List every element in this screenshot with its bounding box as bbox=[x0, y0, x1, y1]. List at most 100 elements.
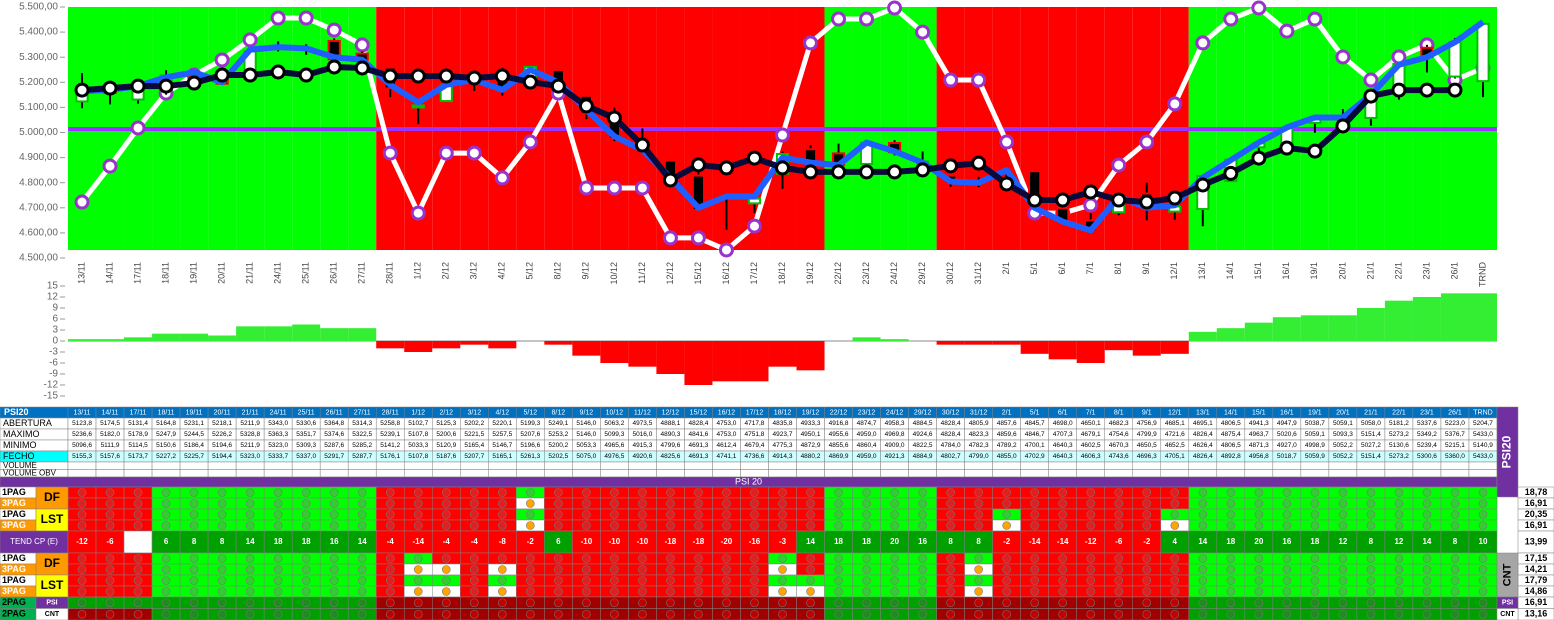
empty-cell bbox=[1216, 461, 1246, 470]
table-value: 5130,6 bbox=[1389, 442, 1409, 449]
empty-cell bbox=[796, 461, 825, 470]
status-dot bbox=[77, 521, 87, 530]
empty-cell bbox=[1076, 461, 1105, 470]
table-value: 4909,0 bbox=[885, 442, 905, 449]
status-dot bbox=[301, 510, 311, 519]
status-dot bbox=[301, 609, 311, 619]
x-tick-label: 27/11 bbox=[357, 262, 367, 284]
status-dot bbox=[441, 499, 451, 508]
table-value: 5020,6 bbox=[1277, 431, 1297, 438]
table-value: 5157,6 bbox=[100, 453, 120, 460]
status-dot bbox=[1338, 554, 1348, 563]
status-dot bbox=[694, 499, 703, 508]
x-tick-label: 6/1 bbox=[1057, 262, 1067, 275]
table-value: 5231,1 bbox=[184, 420, 204, 427]
date-label: 23/1 bbox=[1420, 409, 1434, 416]
status-dot bbox=[1282, 488, 1292, 497]
status-dot bbox=[245, 565, 255, 574]
status-dot bbox=[105, 488, 115, 497]
point bbox=[915, 162, 931, 178]
y-tick-label: 0 bbox=[52, 336, 58, 347]
tend-value: -14 bbox=[1057, 537, 1069, 546]
status-dot bbox=[217, 510, 227, 519]
row-label: 3PAG bbox=[2, 520, 26, 530]
table-value: 4741,1 bbox=[717, 453, 737, 460]
point bbox=[242, 32, 258, 48]
table-value: 4857,6 bbox=[997, 420, 1017, 427]
status-dot bbox=[806, 510, 815, 519]
row-label: MAXIMO bbox=[3, 429, 40, 439]
table-value: 4799,0 bbox=[969, 453, 989, 460]
point bbox=[1251, 0, 1267, 16]
empty-cell bbox=[291, 469, 321, 478]
status-dot bbox=[862, 576, 871, 585]
empty-cell bbox=[600, 469, 629, 478]
status-dot bbox=[385, 554, 395, 563]
y-tick-label: 4.900,00 bbox=[19, 152, 58, 163]
status-dot bbox=[694, 576, 703, 585]
bar bbox=[1244, 322, 1273, 341]
status-dot bbox=[778, 554, 787, 563]
table-value: 5063,2 bbox=[604, 420, 624, 427]
status-dot bbox=[385, 565, 395, 574]
y-tick-label: 4.800,00 bbox=[19, 177, 58, 188]
status-dot bbox=[1282, 521, 1292, 530]
status-dot bbox=[1142, 609, 1152, 619]
status-dot bbox=[554, 510, 563, 519]
status-dot bbox=[582, 587, 591, 596]
empty-cell bbox=[123, 461, 153, 470]
status-dot bbox=[1310, 587, 1320, 596]
status-dot bbox=[638, 488, 647, 497]
empty-cell bbox=[1384, 461, 1414, 470]
status-dot bbox=[918, 554, 927, 563]
status-dot bbox=[161, 587, 171, 596]
status-dot bbox=[554, 587, 563, 596]
status-dot bbox=[806, 598, 815, 608]
table-value: 5165,4 bbox=[464, 442, 484, 449]
point bbox=[887, 0, 903, 16]
bar bbox=[1440, 293, 1469, 341]
side-title-cell bbox=[1496, 406, 1519, 498]
status-dot bbox=[1422, 521, 1432, 530]
status-dot bbox=[1394, 609, 1404, 619]
table-value: 4640,3 bbox=[1053, 442, 1073, 449]
status-dot bbox=[946, 576, 955, 585]
status-dot bbox=[1114, 510, 1124, 519]
status-dot bbox=[133, 488, 143, 497]
date-label: 4/12 bbox=[495, 409, 509, 416]
status-dot bbox=[946, 565, 955, 574]
table-value: 4860,4 bbox=[857, 442, 877, 449]
status-dot bbox=[1114, 576, 1124, 585]
table-value: 5052,2 bbox=[1333, 442, 1353, 449]
point bbox=[1223, 165, 1239, 181]
date-label: 8/1 bbox=[1114, 409, 1124, 416]
row-label: FECHO bbox=[3, 451, 35, 461]
tend-value: 14 bbox=[1422, 537, 1431, 546]
empty-cell bbox=[1328, 469, 1358, 478]
x-tick-label: 26/11 bbox=[329, 262, 339, 284]
point bbox=[1139, 134, 1155, 150]
table-value: 5202,2 bbox=[464, 420, 484, 427]
x-tick-label: 10/12 bbox=[609, 262, 619, 285]
table-value: 4914,3 bbox=[773, 453, 793, 460]
status-dot bbox=[161, 521, 171, 530]
table-value: 5204,7 bbox=[1473, 420, 1493, 427]
status-dot bbox=[554, 565, 563, 574]
empty-cell bbox=[1244, 461, 1274, 470]
table-value: 5099,3 bbox=[604, 431, 624, 438]
status-dot bbox=[750, 521, 759, 530]
empty-cell bbox=[544, 461, 573, 470]
status-dot bbox=[1366, 554, 1376, 563]
x-tick-label: 9/12 bbox=[581, 262, 591, 280]
bar bbox=[1188, 331, 1217, 341]
status-dot bbox=[133, 510, 143, 519]
status-dot bbox=[946, 609, 955, 619]
status-dot bbox=[1058, 510, 1067, 519]
status-dot bbox=[638, 565, 647, 574]
empty-cell bbox=[1412, 461, 1442, 470]
table-value: 4751,8 bbox=[745, 431, 765, 438]
bar bbox=[572, 341, 601, 356]
y-tick-label: -12 bbox=[44, 380, 59, 391]
empty-cell bbox=[936, 461, 965, 470]
table-value: 4959,0 bbox=[857, 431, 877, 438]
